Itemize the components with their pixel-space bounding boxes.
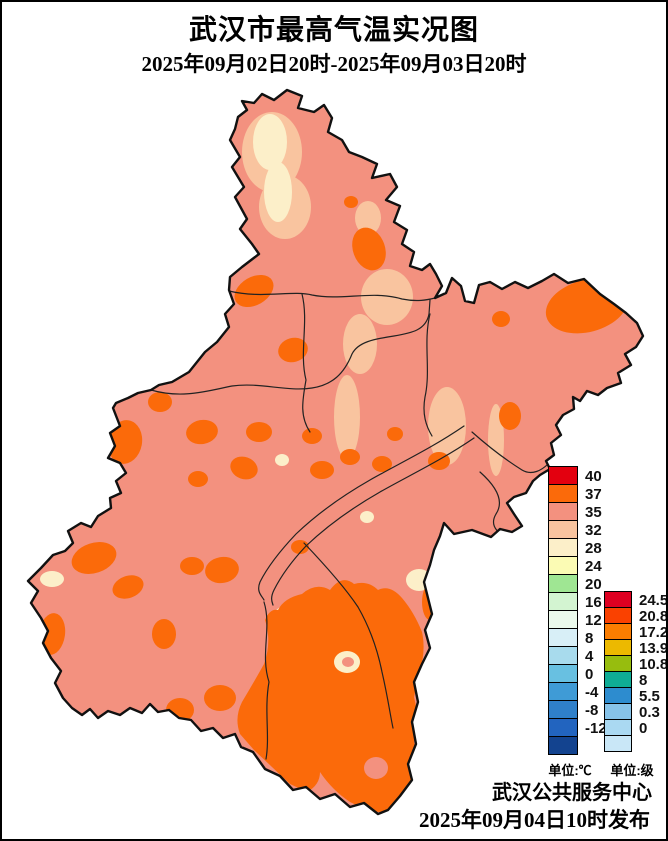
legend-color-swatch: [548, 718, 578, 737]
legend-entry: 13.9: [604, 639, 668, 657]
legend-entry: 24.5: [604, 591, 668, 609]
legend-color-swatch: [604, 735, 632, 752]
legend-entry: 8: [548, 628, 607, 647]
legend-entry: 20.8: [604, 607, 668, 625]
legend-label: 12: [585, 611, 602, 629]
legend-entry: -8: [548, 700, 607, 719]
legend-entry: 17.2: [604, 623, 668, 641]
legend-color-swatch: [548, 736, 578, 755]
legend-color-swatch: [548, 682, 578, 701]
legend-label: 4: [585, 647, 594, 665]
city-boundary: [26, 88, 645, 816]
legend-entry: 12: [548, 610, 607, 629]
legend-label: 37: [585, 485, 602, 503]
legend-color-swatch: [548, 628, 578, 647]
legend-label: 17.2: [639, 623, 668, 641]
legend-color-swatch: [548, 502, 578, 521]
legend-label: -12: [585, 719, 607, 737]
legend-entry: 40: [548, 466, 607, 485]
legend-color-swatch: [604, 655, 632, 672]
map-base-region: [28, 90, 643, 814]
legend-entry: 4: [548, 646, 607, 665]
legend-entry: 37: [548, 484, 607, 503]
legend-label: 28: [585, 539, 602, 557]
legend-color-swatch: [604, 671, 632, 688]
legend-label: -4: [585, 683, 599, 701]
temperature-legend: 40 37 35 32 28 24 20 16 12 8 4 0 -4 -8 -12: [548, 466, 607, 755]
legend-entry: 20: [548, 574, 607, 593]
legend-label: 16: [585, 593, 602, 611]
legend-label: 40: [585, 467, 602, 485]
legend-color-swatch: [548, 574, 578, 593]
legend-label: 0.3: [639, 703, 660, 721]
legend-entry: 24: [548, 556, 607, 575]
publisher-name: 武汉公共服务中心: [492, 782, 652, 804]
legend-color-swatch: [548, 700, 578, 719]
temp-holes-in-37-region: [334, 651, 388, 779]
legend-color-swatch: [548, 556, 578, 575]
legend-label: 32: [585, 521, 602, 539]
legend-entry: 35: [548, 502, 607, 521]
legend-entry: 0: [548, 664, 607, 683]
legend-label: 13.9: [639, 639, 668, 657]
legend-color-swatch: [548, 484, 578, 503]
legend-entry: -4: [548, 682, 607, 701]
legend-entry: 8: [604, 671, 666, 689]
legend-color-swatch: [548, 538, 578, 557]
release-time: 2025年09月04日10时发布: [419, 808, 650, 832]
legend-color-swatch: [604, 639, 632, 656]
district-boundaries: [150, 290, 549, 760]
legend-label: 35: [585, 503, 602, 521]
temperature-legend-unit: 单位:℃: [548, 763, 592, 778]
date-range: 2025年09月02日20时-2025年09月03日20时: [141, 52, 527, 76]
legend-color-swatch: [604, 719, 632, 736]
legend-entry: 28: [548, 538, 607, 557]
legend-label: 8: [639, 671, 648, 689]
legend-entry: 10.8: [604, 655, 668, 673]
legend-color-swatch: [548, 592, 578, 611]
legend-color-swatch: [548, 664, 578, 683]
legend-color-swatch: [604, 607, 632, 624]
legend-color-swatch: [604, 687, 632, 704]
legend-label: 10.8: [639, 655, 668, 673]
legend-label: 0: [585, 665, 594, 683]
level-legend-unit: 单位:级: [610, 763, 654, 778]
legend-entry: 0: [604, 719, 666, 737]
legend-label: 20.8: [639, 607, 668, 625]
legend-entry: 32: [548, 520, 607, 539]
legend-color-swatch: [548, 646, 578, 665]
legend-color-swatch: [548, 520, 578, 539]
temp-37-south-region: [237, 580, 424, 812]
page-title: 武汉市最高气温实况图: [188, 14, 479, 45]
legend-color-swatch: [548, 466, 578, 485]
legend-label: 8: [585, 629, 594, 647]
legend-label: 24.5: [639, 591, 668, 609]
legend-entry: [548, 736, 607, 755]
legend-entry: [604, 735, 666, 752]
legend-color-swatch: [604, 703, 632, 720]
legend-label: -8: [585, 701, 599, 719]
temp-32-patches: [242, 112, 504, 476]
legend-color-swatch: [604, 623, 632, 640]
legend-entry: 5.5: [604, 687, 666, 705]
legend-color-swatch: [604, 591, 632, 608]
legend-label: 5.5: [639, 687, 660, 705]
legend-entry: -12: [548, 718, 607, 737]
legend-label: 0: [639, 719, 648, 737]
legend-label: 24: [585, 557, 602, 575]
legend-label: 20: [585, 575, 602, 593]
legend-entry: 16: [548, 592, 607, 611]
level-legend: 24.5 20.8 17.2 13.9 10.8 8 5.5 0.3 0: [604, 591, 668, 752]
legend-color-swatch: [548, 610, 578, 629]
legend-entry: 0.3: [604, 703, 666, 721]
